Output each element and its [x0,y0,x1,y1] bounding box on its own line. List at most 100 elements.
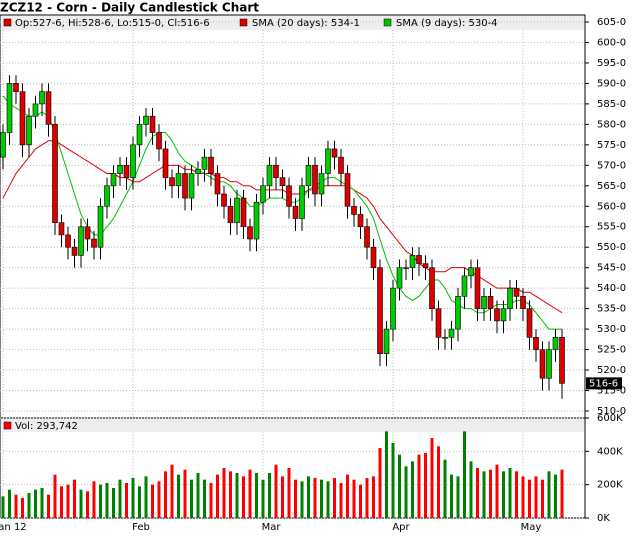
candle-body [234,197,240,223]
volume-bar [560,469,564,518]
volume-bar [21,498,24,518]
candle-body [487,296,494,309]
volume-bar [79,489,83,518]
candle-body [84,226,91,240]
volume-bar [365,478,369,518]
volume-panel [0,417,586,519]
candle-body [91,238,97,248]
volume-bar [521,476,525,518]
candle-body [552,336,559,350]
legend-swatch [239,18,248,27]
candle-body [149,115,156,133]
volume-bar [255,473,258,518]
candle-body [325,148,331,174]
volume-bar [164,471,167,518]
volume-bar [34,489,37,518]
candle-body [429,267,435,309]
candle-body [247,226,253,240]
volume-bar [177,474,180,518]
y-tick-label: 530-0 [597,324,626,335]
volume-bar [547,471,551,518]
volume-bar [287,468,291,518]
candle-body [390,287,396,330]
candle-body [13,83,19,92]
legend-item: SMA (20 days): 534-1 [252,18,360,29]
volume-bar [60,486,63,518]
candle-body [169,177,175,187]
volume-bar [203,479,206,518]
x-tick-label: Mar [262,522,282,533]
legend-ohlc: Op:527-6, Hi:528-6, Lo:515-0, Cl:516-6 [15,18,210,29]
volume-bar [274,464,278,518]
candle-body [435,308,442,338]
candle-body [351,205,357,215]
candle-body [526,308,533,338]
y-tick-label: 545-0 [597,263,626,274]
candle-body [182,173,188,199]
y-tick-label: 555-0 [597,222,626,233]
candle-body [260,185,266,203]
volume-bar [450,474,453,518]
volume-bar [443,459,447,518]
volume-bar [430,438,434,518]
volume-bar [222,468,226,518]
volume-bar [131,478,135,518]
volume-bar [456,476,460,518]
chart-title: ZCZ12 - Corn - Daily Candlestick Chart [0,1,259,15]
x-tick-label: Apr [392,522,410,533]
candle-body [58,222,65,236]
candle-body [344,173,351,207]
candle-body [442,336,448,339]
volume-bar [417,454,421,518]
volume-bar [190,479,193,518]
candle-body [312,165,318,195]
candle-body [383,328,390,354]
candle-body [253,201,260,240]
y-tick-label: 570-0 [597,160,626,171]
candle-body [45,91,52,125]
candle-body [175,173,182,187]
y-tick-label: 560-0 [597,201,626,212]
candle-body [123,165,130,178]
volume-bar [320,479,323,518]
y-tick-label: 565-0 [597,181,626,192]
candle-body [533,336,539,350]
volume-bar [86,491,89,518]
x-tick-label: May [521,522,542,533]
candle-body [214,173,221,195]
volume-bar [105,483,109,518]
candle-body [559,336,565,384]
y-tick-label: 540-0 [597,283,626,294]
y-tick-label: 510-0 [597,406,626,417]
volume-bar [235,473,239,518]
volume-bar [300,481,304,518]
volume-bar [404,466,408,518]
volume-bar [352,479,356,518]
candle-body [455,296,461,330]
legend-band [1,16,584,30]
volume-bar [489,469,492,518]
volume-bar [313,478,317,518]
volume-bar [196,473,200,518]
candle-body [201,156,208,170]
candle-body [520,296,526,309]
candle-body [338,156,344,174]
y-tick-label: 605-0 [597,17,626,28]
candle-body [507,287,513,309]
candle-body [468,267,474,277]
candle-body [65,234,71,248]
candle-body [117,165,123,174]
volume-bar [27,493,31,518]
volume-bar [118,479,122,518]
volume-bar [495,464,499,518]
candle-body [71,246,78,256]
volume-bar [508,468,512,518]
candle-body [39,91,45,105]
candle-body [474,267,481,309]
volume-bar [170,464,174,518]
candle-body [292,205,299,219]
volume-bar [157,481,161,518]
candle-body [461,275,468,297]
volume-bar [281,476,284,518]
